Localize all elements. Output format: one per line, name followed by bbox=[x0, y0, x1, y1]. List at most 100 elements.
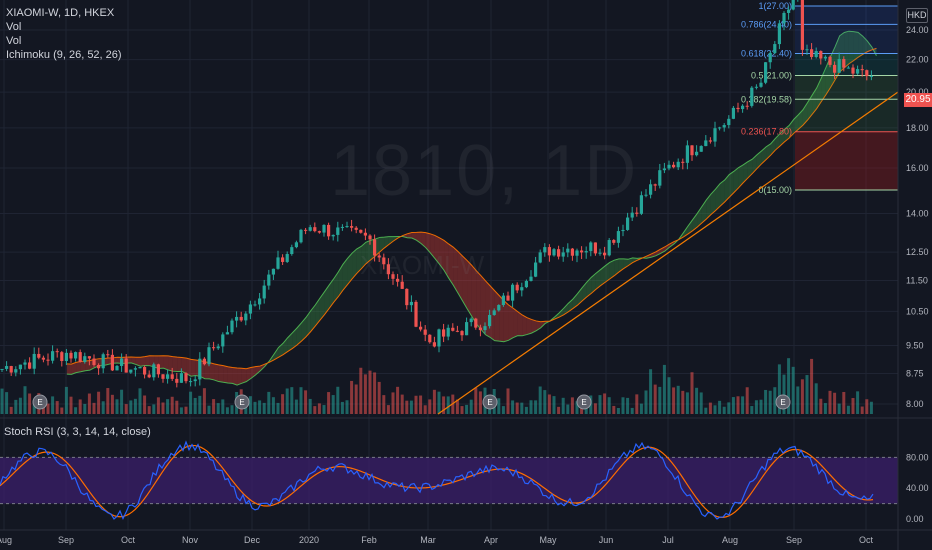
candle-body bbox=[718, 127, 722, 129]
time-tick-label: Oct bbox=[859, 535, 874, 545]
volume-bar bbox=[74, 407, 78, 414]
stoch-rsi-title[interactable]: Stoch RSI (3, 3, 14, 14, close) bbox=[4, 426, 151, 438]
candle-body bbox=[225, 332, 229, 335]
candle-body bbox=[110, 354, 114, 371]
candle-body bbox=[593, 242, 597, 254]
candle-body bbox=[828, 56, 832, 65]
volume-bar bbox=[41, 404, 45, 414]
cloud-segment bbox=[241, 368, 247, 384]
rsi-tick-label: 40.00 bbox=[906, 483, 929, 493]
cloud-segment bbox=[310, 305, 316, 332]
volume-bar bbox=[621, 397, 625, 414]
candle-body bbox=[777, 23, 781, 45]
volume-bar bbox=[129, 400, 133, 414]
volume-bar bbox=[373, 372, 377, 414]
candle-body bbox=[432, 342, 436, 347]
candle-body bbox=[552, 249, 556, 256]
cloud-segment bbox=[76, 361, 81, 373]
candle-body bbox=[529, 276, 533, 281]
earnings-marker-label: E bbox=[581, 398, 586, 407]
cloud-segment bbox=[867, 40, 872, 52]
candle-body bbox=[143, 367, 147, 375]
volume-bar bbox=[253, 401, 257, 414]
cloud-segment bbox=[687, 219, 693, 235]
volume-bar bbox=[842, 391, 846, 414]
legend-vol-2[interactable]: Vol bbox=[6, 35, 22, 47]
senkou-span-b bbox=[66, 47, 877, 370]
candle-body bbox=[708, 140, 712, 142]
candle-body bbox=[823, 56, 827, 59]
time-tick-label: Jul bbox=[662, 535, 674, 545]
volume-bar bbox=[156, 397, 160, 414]
volume-bar bbox=[511, 400, 515, 414]
candle-body bbox=[120, 358, 124, 366]
candle-body bbox=[294, 242, 298, 248]
volume-bar bbox=[267, 391, 271, 414]
volume-bar bbox=[837, 403, 841, 414]
legend-vol-1[interactable]: Vol bbox=[6, 21, 22, 33]
grid bbox=[0, 0, 898, 530]
cloud-segment bbox=[356, 246, 362, 274]
candle-body bbox=[37, 353, 41, 358]
candle-body bbox=[837, 59, 841, 73]
cloud-segment bbox=[324, 285, 330, 315]
cloud-segment bbox=[724, 174, 730, 203]
volume-bar bbox=[308, 398, 312, 414]
cloud-segment bbox=[628, 257, 633, 266]
candle-body bbox=[78, 352, 82, 362]
volume-bar bbox=[529, 400, 533, 414]
fib-level-label: 0(15.00) bbox=[758, 185, 792, 195]
candle-body bbox=[327, 224, 331, 237]
candle-body bbox=[396, 278, 400, 282]
cloud-segment bbox=[237, 368, 242, 386]
candle-body bbox=[442, 329, 446, 337]
candle-body bbox=[212, 347, 216, 349]
legend-ichimoku[interactable]: Ichimoku (9, 26, 52, 26) bbox=[6, 49, 122, 61]
volume-bar bbox=[322, 405, 326, 414]
candle-body bbox=[382, 257, 386, 265]
cloud-segment bbox=[329, 278, 334, 309]
volume-bar bbox=[851, 398, 855, 414]
volume-bar bbox=[759, 399, 763, 414]
cloud-segment bbox=[80, 360, 86, 372]
earnings-marker bbox=[482, 394, 498, 410]
cloud-segment bbox=[812, 88, 817, 115]
cloud-segment bbox=[738, 164, 744, 188]
price-tick-label: 22.00 bbox=[906, 55, 929, 65]
candle-body bbox=[810, 49, 814, 57]
cloud-segment bbox=[135, 357, 141, 367]
candle-body bbox=[451, 327, 455, 331]
volume-bar bbox=[856, 391, 860, 414]
volume-bar bbox=[497, 398, 501, 414]
cloud-segment bbox=[572, 293, 578, 309]
rsi-tick-label: 0.00 bbox=[906, 514, 924, 524]
volume-bar bbox=[442, 396, 446, 414]
candle-body bbox=[612, 240, 616, 243]
candle-body bbox=[14, 369, 18, 373]
volume-bar bbox=[524, 406, 528, 414]
rsi-tick-label: 80.00 bbox=[906, 452, 929, 462]
volume-bar bbox=[635, 394, 639, 414]
candle-body bbox=[179, 373, 183, 383]
cloud-segment bbox=[352, 249, 357, 279]
volume-bar bbox=[230, 405, 234, 414]
legend-symbol[interactable]: XIAOMI-W, 1D, HKEX bbox=[6, 7, 115, 19]
currency-badge[interactable]: HKD bbox=[906, 8, 928, 23]
volume-bar bbox=[327, 392, 331, 414]
time-tick-label: Apr bbox=[484, 535, 498, 545]
volume-bar bbox=[143, 395, 147, 414]
candle-body bbox=[285, 254, 289, 262]
candle-body bbox=[5, 366, 9, 369]
volume-bar bbox=[294, 399, 298, 414]
volume-bar bbox=[377, 381, 381, 414]
cloud-segment bbox=[434, 235, 440, 265]
candle-body bbox=[488, 314, 492, 327]
candle-body bbox=[773, 44, 777, 53]
cloud-segment bbox=[145, 355, 150, 366]
candle-body bbox=[745, 105, 749, 107]
candle-body bbox=[819, 51, 823, 59]
fib-zone bbox=[795, 6, 898, 25]
candle-body bbox=[589, 242, 593, 252]
candle-body bbox=[230, 320, 234, 333]
